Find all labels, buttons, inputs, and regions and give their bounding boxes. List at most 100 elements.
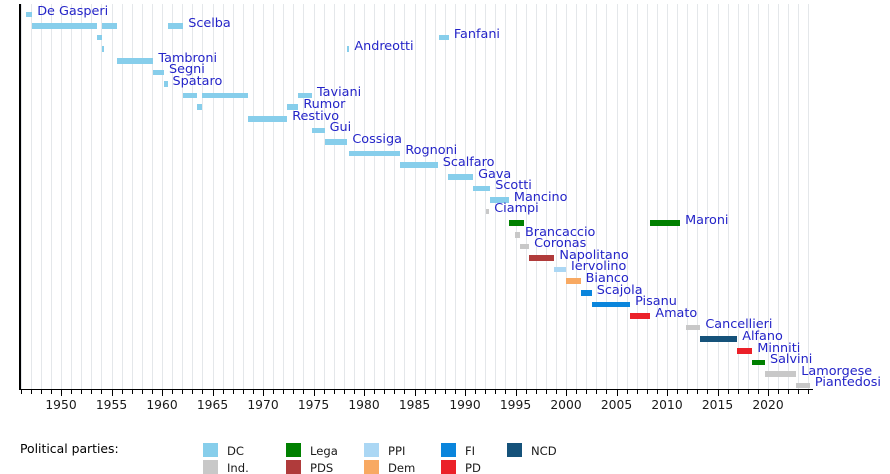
term-bar-restivo [247,116,288,122]
minor-tick [91,390,93,394]
legend-label-PDS: PDS [310,461,334,474]
minister-label: Cancellieri [705,317,773,333]
year-gridline [374,4,376,389]
minister-label: Coronas [534,236,587,252]
year-gridline [293,4,295,389]
year-gridline [273,4,275,389]
minister-label: Alfano [742,328,783,344]
minor-tick [586,390,588,394]
term-bar-cancellieri [685,324,701,331]
legend-label-FI: FI [465,444,476,458]
term-bar-napolitano [529,255,555,261]
minister-label: Iervolino [571,259,627,275]
minister-label: Scalfaro [442,154,495,170]
legend-label-DC: DC [227,444,245,458]
year-gridline [768,4,769,389]
term-bar-brancaccio [514,232,521,238]
minor-tick [555,390,557,394]
year-gridline [808,4,810,389]
year-gridline [444,4,446,389]
year-gridline [172,4,174,389]
term-bar-lamorgese [764,371,797,377]
minor-tick [20,390,22,394]
year-gridline [404,4,406,389]
term-bar-de-gasperi [25,11,33,18]
major-tick [162,390,163,396]
term-bar-scelba [32,23,98,29]
year-gridline [596,4,598,389]
year-gridline [687,4,689,389]
year-gridline [566,4,567,389]
minor-tick [596,390,598,394]
term-bar-alfano [700,336,738,342]
minor-tick [707,390,709,394]
minor-tick [798,390,800,394]
year-gridline [515,4,517,389]
minor-tick [454,390,456,394]
minor-tick [323,390,325,394]
minister-label: Scajola [596,282,643,298]
year-gridline [798,4,800,389]
minister-label: Mancino [513,189,568,205]
term-bar-fanfani [439,34,449,41]
minor-tick [353,390,355,394]
x-tick-label: 1950 [45,398,77,412]
minor-tick [505,390,507,394]
major-tick [465,390,466,396]
legend-swatch-Dem [364,460,379,474]
year-gridline [616,4,618,389]
term-bar-scalfaro [400,162,438,168]
minor-tick [444,390,446,394]
year-gridline [465,4,466,389]
term-bar-coronas [520,243,530,250]
year-gridline [586,4,588,389]
minor-tick [525,390,527,394]
year-gridline [283,4,285,389]
minor-tick [485,390,487,394]
x-tick-label: 2005 [600,398,633,412]
term-bar-rumor [287,104,299,110]
minor-tick [636,390,638,394]
minister-label: Pisanu [635,294,677,310]
year-gridline [303,4,305,389]
year-gridline [495,4,497,389]
year-gridline [414,4,416,389]
term-bar-tambroni [116,58,154,64]
year-gridline [646,4,648,389]
year-gridline [192,4,194,389]
year-gridline [667,4,668,389]
minister-label: Scelba [188,15,231,31]
major-tick [616,390,618,396]
minister-label: Spataro [172,73,223,89]
minor-tick [273,390,275,394]
minor-tick [222,390,224,394]
year-gridline [40,4,42,389]
year-gridline [505,4,507,389]
year-gridline [394,4,396,389]
legend-label-Ind: Ind. [227,461,249,474]
minor-tick [404,390,406,394]
legend-label-Lega: Lega [310,444,338,458]
minister-label: Rumor [303,96,346,112]
major-tick [566,390,567,396]
minor-tick [101,390,103,394]
year-gridline [677,4,679,389]
minister-label: Rognoni [405,143,458,159]
year-gridline [111,4,113,389]
year-gridline [424,4,426,389]
term-bar-maroni [650,220,681,226]
x-tick-label: 1990 [449,398,481,412]
minor-tick [757,390,759,394]
term-bar-taviani [298,92,312,99]
minor-tick [697,390,699,394]
x-tick-label: 1980 [348,398,380,412]
minor-tick [747,390,749,394]
term-bar-scajola [580,290,592,296]
minor-tick [495,390,497,394]
year-gridline [434,4,436,389]
x-tick-label: 1995 [499,398,532,412]
minor-tick [475,390,477,394]
term-bar-ciampi [486,208,490,215]
year-gridline [555,4,557,389]
